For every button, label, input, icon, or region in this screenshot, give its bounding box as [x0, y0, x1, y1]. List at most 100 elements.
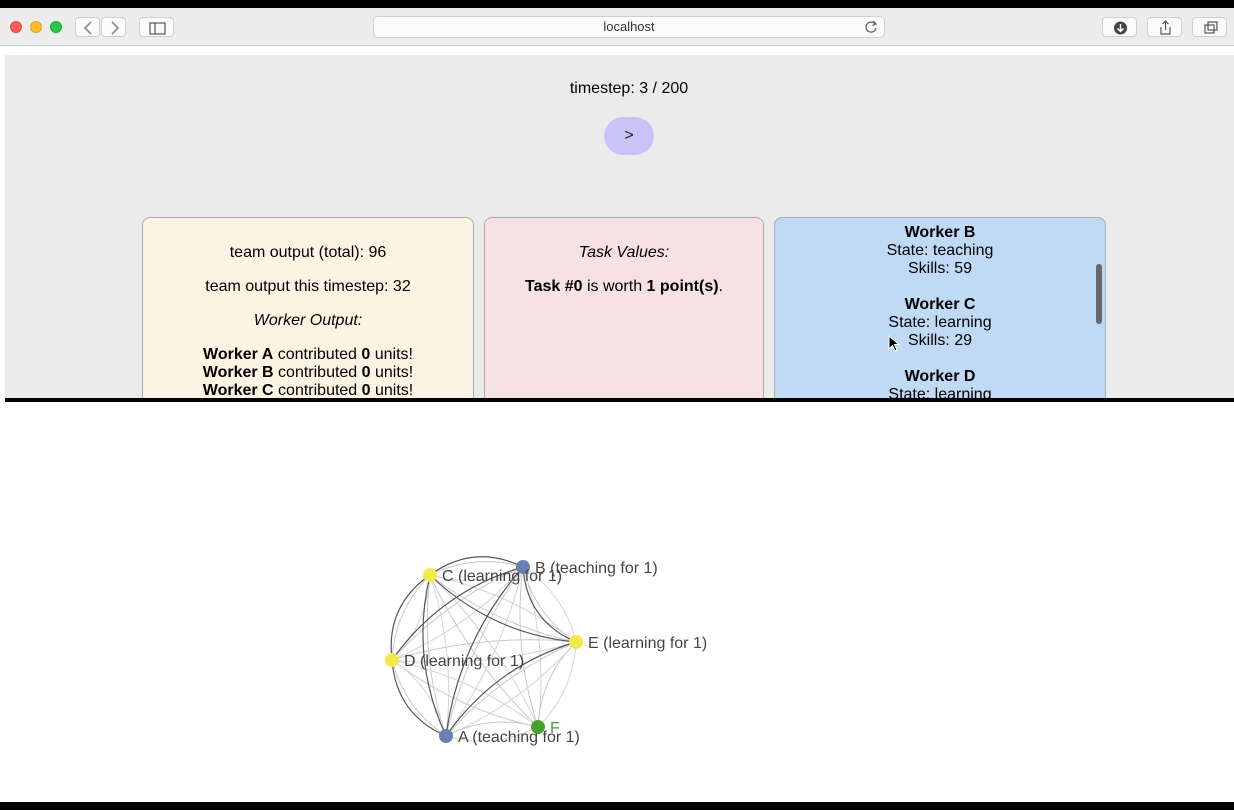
task-value-suffix: . [718, 278, 723, 295]
chevron-right-icon [111, 21, 120, 35]
worker-state: State: learning [888, 314, 992, 331]
contribution-suffix: units! [370, 346, 413, 363]
graph-node-a[interactable] [439, 729, 453, 743]
graph-edge-active [390, 574, 431, 661]
reload-icon[interactable] [864, 20, 878, 34]
graph-node-label: B (teaching for 1) [535, 560, 658, 577]
graph-edge [391, 574, 431, 661]
worker-output-row: Worker C contributed 0 units! [143, 382, 473, 398]
contribution-text: contributed [273, 382, 362, 398]
contribution-suffix: units! [370, 364, 414, 381]
graph-edge [391, 659, 447, 737]
sidebar-icon [149, 22, 166, 35]
network-graph: B (teaching for 1)C (learning for 1) E (l… [385, 556, 707, 746]
graph-edge [391, 574, 431, 661]
graph-edge [391, 566, 524, 661]
worker-skills: Skills: 59 [907, 260, 973, 277]
worker-output-row: Worker A contributed 0 units! [143, 346, 473, 364]
contribution-units: 0 [361, 382, 371, 398]
downloads-button[interactable] [1102, 17, 1137, 37]
browser-toolbar: localhost [0, 8, 1234, 46]
graph-edge [445, 566, 524, 737]
minimize-window-button[interactable] [30, 21, 42, 33]
graph-edges-light [391, 561, 577, 742]
graph-node-label: D (learning for 1) [404, 653, 524, 670]
graph-edge-active [429, 574, 577, 643]
forward-button[interactable] [101, 17, 126, 37]
share-icon [1160, 20, 1171, 35]
worker-skills: Skills: 29 [907, 332, 973, 349]
next-step-button[interactable]: > [604, 117, 654, 155]
graph-edge [391, 641, 577, 663]
graph-node-label: E (learning for 1) [588, 635, 707, 652]
graph-edge-active [445, 566, 524, 737]
team-output-this-step: team output this timestep: 32 [205, 278, 411, 295]
contribution-suffix: units! [370, 382, 414, 398]
browser-window: localhost timestep: 3 / 200 > team outpu… [0, 8, 1234, 802]
worker-state: State: teaching [886, 242, 994, 259]
graph-edge [429, 574, 539, 728]
team-output-total: team output (total): 96 [229, 244, 387, 261]
graph-edge [429, 574, 577, 643]
mouse-cursor-icon [888, 335, 900, 352]
close-window-button[interactable] [10, 21, 22, 33]
task-value-row: Task #0 is worth 1 point(s). [485, 278, 763, 296]
graph-node-label: F [550, 720, 560, 737]
contribution-text: contributed [273, 346, 362, 363]
graph-nodes: B (teaching for 1)C (learning for 1) E (l… [385, 560, 707, 746]
tabs-overview-button[interactable] [1192, 17, 1227, 37]
task-value-text: is worth [582, 278, 647, 295]
graph-node-f[interactable] [531, 720, 545, 734]
graph-edge [429, 574, 539, 728]
task-values-heading: Task Values: [578, 244, 670, 261]
download-icon [1114, 21, 1127, 35]
graph-edge [391, 659, 539, 728]
graph-edge [429, 561, 524, 576]
task-name: Task #0 [525, 278, 583, 295]
graph-edge-active [422, 574, 447, 737]
sidebar-toggle-button[interactable] [139, 17, 174, 37]
graph-node-c[interactable] [423, 568, 437, 582]
graph-edge-active [429, 556, 524, 576]
graph-edge [391, 659, 539, 728]
worker-name: Worker B [904, 224, 976, 241]
graph-node-e[interactable] [569, 635, 583, 649]
simulation-page: timestep: 3 / 200 > team output (total):… [5, 55, 1234, 398]
graph-edge [391, 659, 447, 737]
timestep-text: timestep: 3 / 200 [569, 80, 689, 97]
worker-name: Worker B [202, 364, 274, 381]
address-bar[interactable]: localhost [373, 16, 885, 38]
worker-name: Worker D [904, 368, 976, 385]
workers-panel[interactable]: Worker B State: teaching Skills: 59 Work… [774, 217, 1106, 398]
graph-edge [519, 566, 539, 728]
graph-node-d[interactable] [385, 653, 399, 667]
network-graph-frame: B (teaching for 1) C (learning for 1) E (l… [5, 402, 1234, 802]
worker-name: Worker C [202, 382, 274, 398]
contribution-units: 0 [361, 346, 371, 363]
graph-edge [445, 721, 539, 737]
task-values-panel: Task Values: Task #0 is worth 1 point(s)… [484, 217, 764, 398]
graph-edge [391, 639, 577, 661]
frame-divider [5, 398, 1234, 402]
graph-edge [429, 574, 450, 737]
address-text: localhost [603, 19, 655, 34]
workers-panel-scrollbar[interactable] [1096, 264, 1102, 324]
graph-edge [537, 641, 577, 728]
graph-node-label: A (teaching for 1) [458, 729, 580, 746]
team-output-panel: team output (total): 96 team output this… [142, 217, 474, 398]
graph-node-b[interactable] [516, 560, 530, 574]
share-button[interactable] [1147, 17, 1182, 37]
graph-edge-active [522, 566, 577, 643]
graph-edge [445, 641, 577, 737]
graph-edge [445, 641, 577, 737]
zoom-window-button[interactable] [50, 21, 62, 33]
worker-name: Worker A [203, 346, 274, 363]
graph-edge-active [391, 566, 524, 661]
graph-edge [537, 641, 577, 728]
contribution-units: 0 [361, 364, 371, 381]
contribution-text: contributed [273, 364, 362, 381]
task-points: 1 point(s) [646, 278, 719, 295]
graph-edge [445, 726, 539, 742]
back-button[interactable] [75, 17, 100, 37]
worker-output-row: Worker B contributed 0 units! [143, 364, 473, 382]
